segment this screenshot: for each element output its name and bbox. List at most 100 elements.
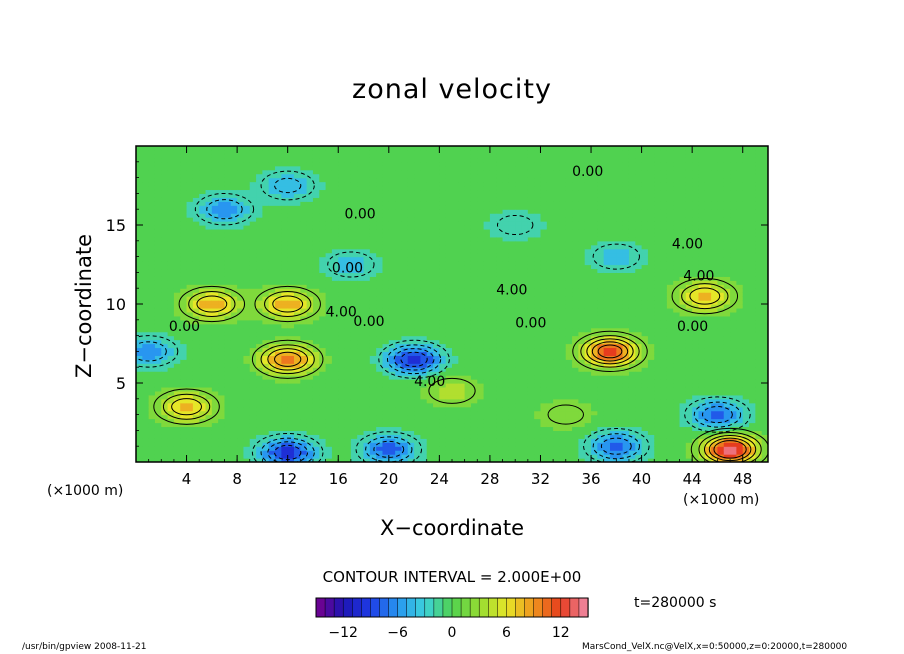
heat-cell: [420, 319, 428, 325]
heat-cell: [496, 181, 504, 187]
heat-cell: [142, 347, 150, 352]
heat-cell: [173, 185, 181, 191]
heat-cell: [382, 248, 390, 254]
heat-cell: [199, 232, 207, 238]
heat-cell: [192, 414, 200, 420]
heat-cell: [154, 323, 162, 329]
heat-cell: [262, 296, 270, 301]
heat-cell: [458, 450, 466, 455]
heat-cell: [470, 331, 478, 337]
heat-cell: [445, 371, 453, 376]
heat-cell: [249, 288, 257, 293]
heat-cell: [401, 292, 409, 297]
heat-cell: [173, 335, 181, 341]
heat-cell: [458, 272, 466, 277]
heat-cell: [325, 426, 333, 431]
heat-cell: [521, 225, 529, 230]
heat-cell: [483, 438, 491, 443]
heat-cell: [452, 197, 459, 202]
heat-cell: [294, 157, 301, 163]
heat-cell: [306, 430, 314, 435]
heat-cell: [161, 288, 169, 293]
heat-cell: [325, 390, 333, 396]
heat-cell: [300, 193, 308, 198]
heat-cell: [319, 161, 327, 167]
heat-cell: [445, 260, 453, 266]
heat-cell: [249, 252, 257, 258]
heat-cell: [445, 426, 453, 431]
heat-cell: [382, 414, 390, 420]
heat-cell: [275, 264, 282, 270]
heat-cell: [230, 351, 238, 356]
heat-cell: [268, 343, 276, 349]
heat-cell: [148, 331, 156, 337]
heat-cell: [433, 367, 440, 372]
heat-cell: [382, 359, 390, 364]
heat-cell: [249, 161, 257, 167]
heat-cell: [262, 304, 270, 309]
heat-cell: [445, 209, 453, 214]
heat-cell: [331, 280, 339, 285]
heat-cell: [237, 426, 245, 431]
heat-cell: [496, 232, 504, 238]
heat-cell: [458, 284, 466, 289]
heat-cell: [376, 244, 384, 250]
heat-cell: [249, 323, 257, 329]
heat-cell: [167, 185, 175, 191]
heat-cell: [445, 205, 453, 210]
heat-cell: [281, 398, 289, 404]
heat-cell: [407, 442, 415, 447]
heat-cell: [338, 221, 346, 226]
heat-cell: [205, 438, 213, 443]
heat-cell: [363, 276, 371, 281]
heat-cell: [502, 418, 510, 424]
heat-cell: [420, 327, 428, 333]
heat-cell: [281, 386, 289, 392]
heat-cell: [452, 386, 459, 392]
heat-cell: [331, 193, 339, 198]
heat-cell: [433, 430, 440, 435]
heat-cell: [262, 422, 270, 428]
heat-cell: [521, 296, 529, 301]
heat-cell: [154, 173, 162, 179]
heat-cell: [262, 327, 270, 333]
heat-cell: [357, 454, 365, 459]
heat-cell: [350, 276, 358, 281]
heat-cell: [407, 422, 415, 428]
heat-cell: [142, 292, 150, 297]
heat-cell: [136, 157, 143, 163]
heat-cell: [275, 217, 282, 222]
heat-cell: [464, 280, 472, 285]
heat-cell: [489, 339, 497, 345]
heat-cell: [376, 410, 384, 416]
heat-cell: [319, 402, 327, 408]
heat-cell: [483, 390, 491, 396]
heat-cell: [148, 296, 156, 301]
heat-cell: [445, 185, 453, 191]
heat-cell: [325, 410, 333, 416]
heat-cell: [338, 418, 346, 424]
heat-cell: [136, 359, 143, 364]
heat-cell: [173, 228, 181, 234]
heat-cell: [180, 264, 188, 270]
heat-cell: [268, 205, 276, 210]
heat-cell: [237, 414, 245, 420]
heat-cell: [199, 414, 207, 420]
heat-cell: [515, 157, 523, 163]
heat-cell: [249, 264, 257, 270]
heat-cell: [369, 153, 377, 159]
heat-cell: [167, 414, 175, 420]
heat-cell: [382, 221, 390, 226]
heat-cell: [306, 228, 314, 234]
heat-cell: [489, 327, 497, 333]
heat-cell: [148, 232, 156, 238]
heat-cell: [167, 209, 175, 214]
heat-cell: [161, 165, 169, 171]
heat-cell: [154, 442, 162, 447]
heat-cell: [395, 458, 403, 462]
heat-cell: [173, 276, 181, 281]
heat-cell: [249, 292, 257, 297]
heat-cell: [275, 280, 282, 285]
heat-cell: [325, 252, 333, 258]
heat-cell: [376, 213, 384, 218]
